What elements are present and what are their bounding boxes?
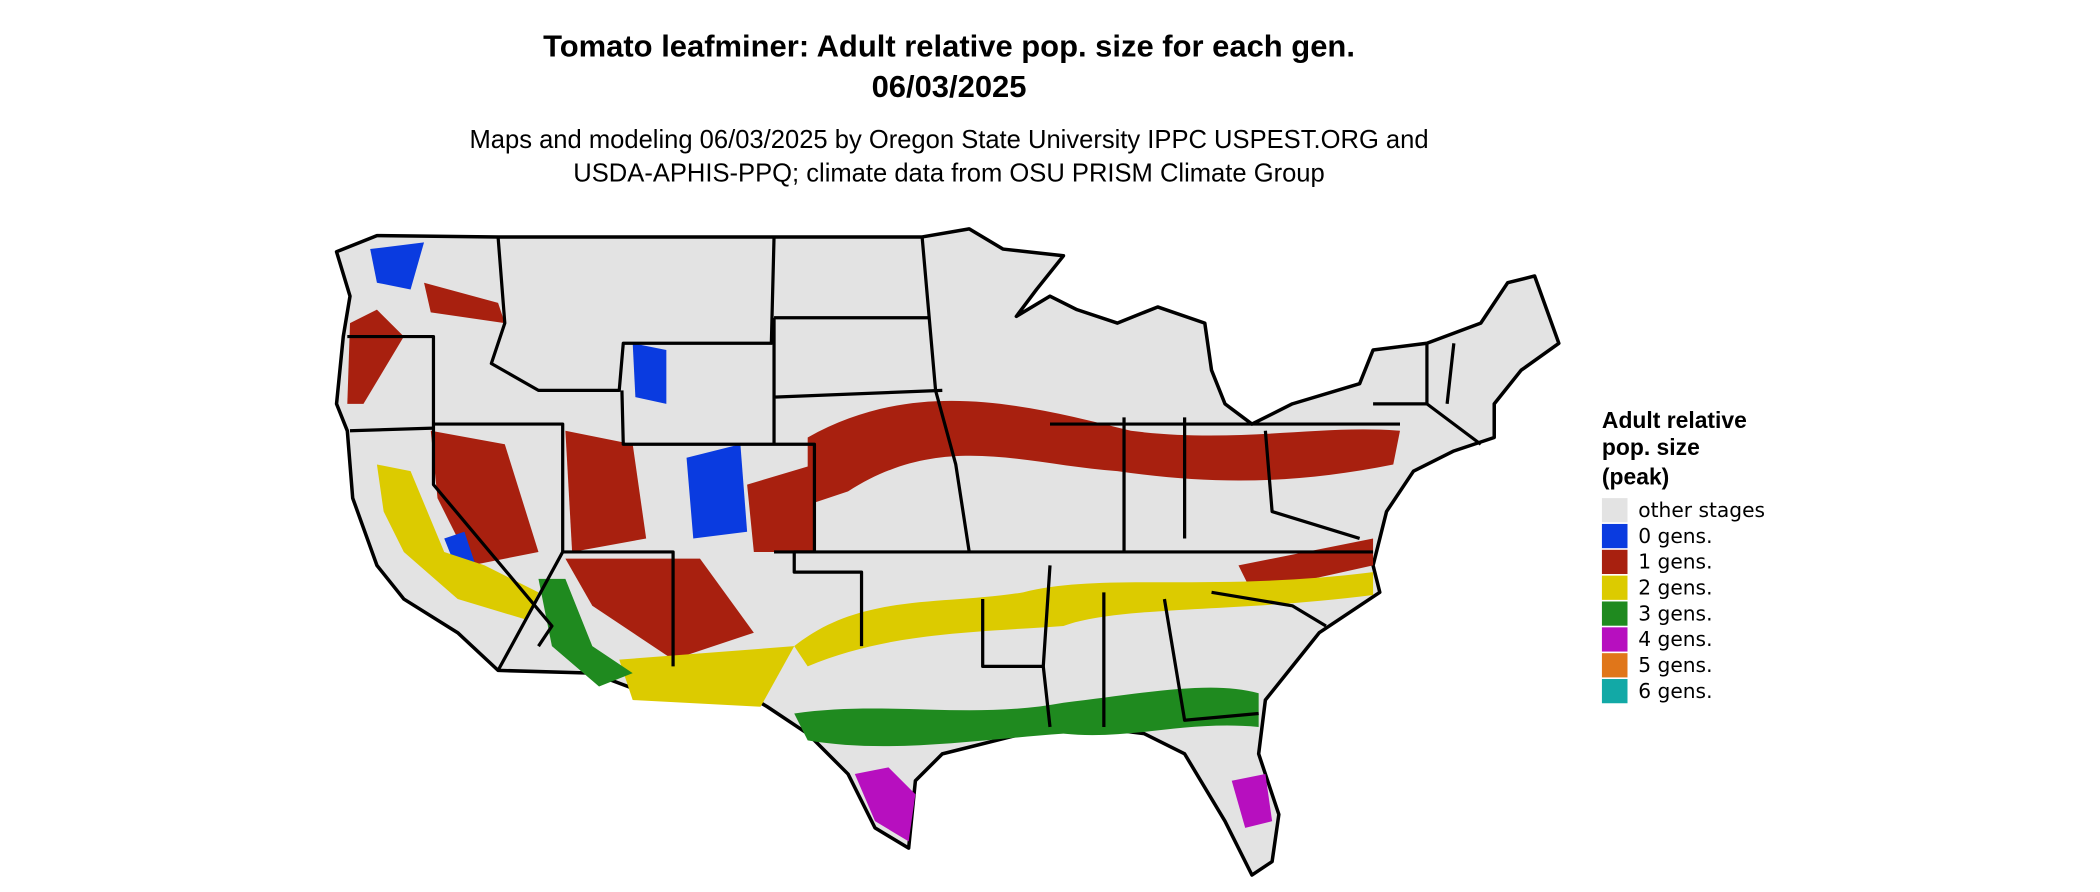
legend-label: 6 gens.	[1638, 679, 1712, 703]
legend-label: 5 gens.	[1638, 653, 1712, 677]
region-4-gen	[854, 767, 916, 842]
region-1-gen	[565, 558, 754, 660]
legend-label: 3 gens.	[1638, 601, 1712, 625]
legend-label: 0 gens.	[1638, 524, 1712, 548]
legend-swatch	[1601, 549, 1628, 575]
region-1-gen	[747, 464, 815, 552]
region-4-gen	[1231, 774, 1273, 828]
region-0-gen	[632, 343, 667, 404]
region-1-gen	[430, 430, 539, 566]
region-3-gen	[794, 687, 1259, 747]
region-1-gen	[565, 430, 647, 552]
legend-label: 4 gens.	[1638, 627, 1712, 651]
legend-swatch	[1601, 601, 1628, 626]
region-1-gen	[807, 400, 1400, 505]
state-borders	[347, 236, 1482, 728]
title-date: 06/03/2025	[872, 69, 1027, 104]
legend-title: pop. size	[1602, 434, 1700, 460]
legend-label: other stages	[1638, 498, 1765, 522]
legend: Adult relative pop. size (peak) other st…	[1601, 407, 1765, 704]
region-1-gen	[347, 309, 404, 404]
legend-swatch	[1601, 575, 1628, 600]
subtitle: USDA-APHIS-PPQ; climate data from OSU PR…	[573, 160, 1324, 188]
region-0-gen	[370, 242, 425, 290]
legend-title: (peak)	[1602, 464, 1669, 490]
legend-swatch	[1601, 498, 1628, 523]
region-1-gen	[424, 282, 505, 324]
region-3-gen	[538, 578, 633, 687]
legend-label: 2 gens.	[1638, 575, 1712, 599]
region-2-gen	[376, 464, 539, 620]
title: Tomato leafminer: Adult relative pop. si…	[543, 29, 1355, 64]
region-2-gen	[619, 646, 795, 707]
legend-swatch	[1601, 523, 1628, 549]
us-map	[334, 227, 1561, 877]
legend-swatch	[1601, 653, 1628, 678]
legend-swatch	[1601, 679, 1628, 704]
subtitle: Maps and modeling 06/03/2025 by Oregon S…	[469, 126, 1428, 154]
legend-label: 1 gens.	[1638, 550, 1712, 574]
legend-swatch	[1601, 627, 1628, 652]
legend-title: Adult relative	[1602, 407, 1747, 433]
region-0-gen	[686, 444, 748, 539]
